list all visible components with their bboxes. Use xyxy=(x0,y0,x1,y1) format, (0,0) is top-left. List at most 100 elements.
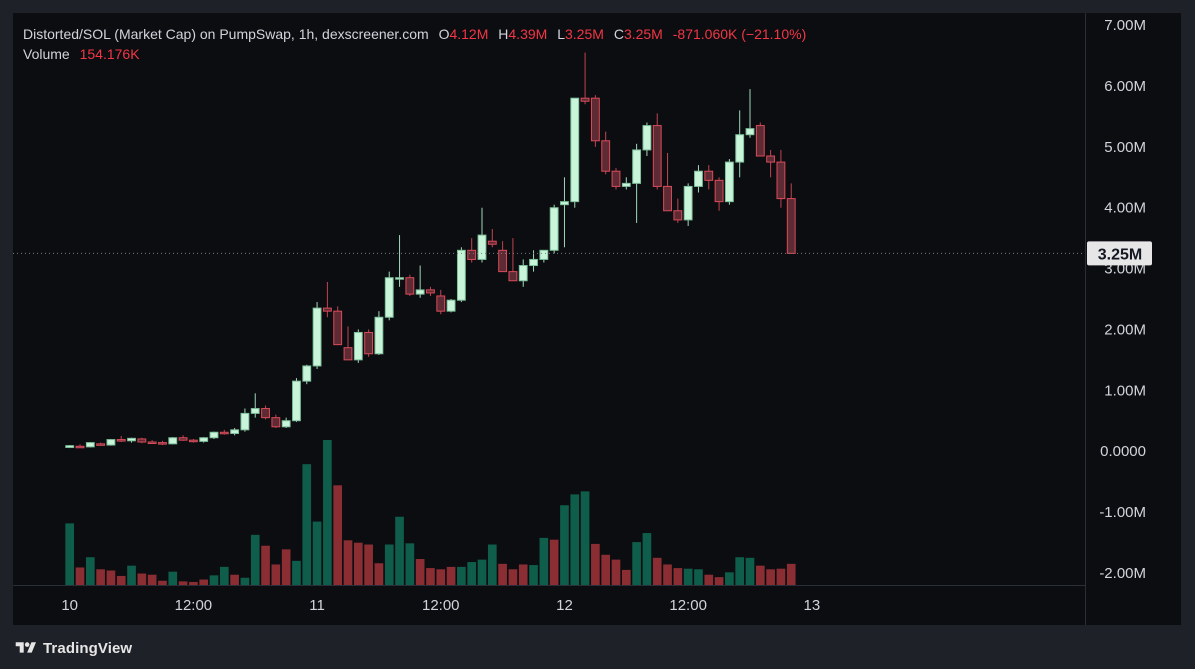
legend-open-value: 4.12M xyxy=(449,26,489,42)
last-price-label: 3.25M xyxy=(1098,246,1142,263)
volume-bar xyxy=(683,568,693,585)
legend-low-label: L xyxy=(557,26,565,42)
candle-body xyxy=(611,170,621,187)
candle-body xyxy=(292,380,301,422)
candle-body xyxy=(364,331,374,355)
candle-body xyxy=(436,295,446,312)
candle-body xyxy=(85,442,95,448)
volume-bar xyxy=(436,569,446,585)
candle-body xyxy=(343,347,353,361)
candle-body xyxy=(209,431,219,439)
tradingview-brand[interactable]: TradingView xyxy=(43,639,133,657)
candle-body xyxy=(188,439,198,443)
volume-bar xyxy=(189,581,198,585)
candle-body xyxy=(116,439,126,442)
volume-bar xyxy=(85,557,95,585)
candle-body xyxy=(714,179,724,203)
candle-body xyxy=(755,125,765,157)
legend-open-label: O xyxy=(438,26,450,42)
volume-bar xyxy=(343,540,353,585)
volume-bar xyxy=(312,521,322,585)
candle-body xyxy=(312,307,322,367)
candle-body xyxy=(158,442,167,445)
volume-bar xyxy=(75,567,85,585)
volume-bar xyxy=(755,565,765,585)
candle-body xyxy=(137,438,147,443)
candle-body xyxy=(168,437,178,445)
volume-bar xyxy=(405,543,415,585)
volume-bar xyxy=(395,516,404,585)
candle-body xyxy=(261,408,270,419)
legend-high-value: 4.39M xyxy=(508,26,548,42)
price-tick-label: -2.00M xyxy=(1099,565,1146,582)
candle-body xyxy=(178,437,188,441)
candle-body xyxy=(426,289,435,294)
candle-body xyxy=(250,408,260,414)
candle-body xyxy=(415,289,425,295)
volume-bar xyxy=(498,563,507,585)
chart-panel[interactable]: -2.00M -1.00M 0.0000 1.00M 2.00M 3.00M 4.00M 5.… xyxy=(13,13,1181,625)
volume-bar xyxy=(704,574,714,585)
candle-body xyxy=(549,207,559,251)
legend-change: -871.060K (−21.10%) xyxy=(672,26,807,42)
volume-bar xyxy=(467,562,477,585)
candle-body xyxy=(683,185,693,221)
time-tick-label: 12:00 xyxy=(669,597,707,614)
candle-body xyxy=(580,97,590,102)
volume-bar xyxy=(560,505,569,585)
candle-body xyxy=(240,412,250,431)
candle-body xyxy=(353,331,363,361)
candle-body xyxy=(75,445,85,449)
volume-bar xyxy=(549,539,559,585)
volume-bar xyxy=(601,554,611,585)
time-axis[interactable] xyxy=(13,585,1181,625)
price-tick-label: 4.00M xyxy=(1104,200,1146,217)
volume-bar xyxy=(364,544,373,585)
price-tick-label: 2.00M xyxy=(1104,321,1146,338)
legend-volume-value: 154.176K xyxy=(79,46,140,62)
candle-body xyxy=(590,97,600,142)
volume-bar xyxy=(735,557,745,585)
volume-bar xyxy=(776,568,786,585)
time-tick-label: 12 xyxy=(556,597,573,614)
candle-body xyxy=(374,316,384,355)
volume-bar xyxy=(271,564,281,585)
volume-bar xyxy=(168,571,178,585)
volume-bar xyxy=(415,559,425,585)
volume-bar xyxy=(766,569,775,585)
candle-body xyxy=(745,128,755,136)
candle-body xyxy=(219,431,229,435)
volume-bar xyxy=(178,581,188,585)
volume-bar xyxy=(106,570,116,585)
price-chart[interactable]: -2.00M-1.00M0.00001.00M2.00M3.00M4.00M5.… xyxy=(13,13,1181,625)
price-tick-label: 1.00M xyxy=(1104,382,1146,399)
candle-body xyxy=(694,170,703,187)
volume-bar xyxy=(745,557,755,585)
volume-bar xyxy=(570,494,580,585)
time-tick-label: 10 xyxy=(61,597,78,614)
time-tick-label: 11 xyxy=(309,597,325,614)
volume-bar xyxy=(219,566,229,585)
candle-body xyxy=(405,277,415,295)
volume-bar xyxy=(426,568,435,585)
candle-body xyxy=(508,271,518,282)
candle-body xyxy=(281,420,291,428)
legend-close-value: 3.25M xyxy=(623,26,663,42)
volume-bar xyxy=(292,560,301,585)
price-tick-label: 5.00M xyxy=(1104,139,1146,156)
candle-body xyxy=(786,198,796,254)
volume-bar xyxy=(250,534,260,585)
volume-bar xyxy=(663,564,672,585)
volume-bar xyxy=(323,440,332,585)
candle-body xyxy=(724,161,734,203)
volume-bar xyxy=(199,579,209,585)
candle-body xyxy=(621,182,631,187)
volume-bar xyxy=(580,491,590,585)
candle-body xyxy=(302,365,312,382)
candle-body xyxy=(673,210,683,221)
chart-legend: Distorted/SOL (Market Cap) on PumpSwap, … xyxy=(23,24,806,64)
legend-high-label: H xyxy=(498,26,509,42)
candle-body xyxy=(96,443,106,446)
candle-body xyxy=(498,249,508,273)
